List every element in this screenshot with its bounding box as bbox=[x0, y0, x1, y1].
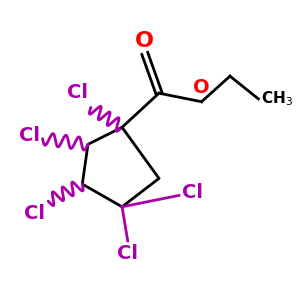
Text: Cl: Cl bbox=[117, 244, 138, 263]
Text: Cl: Cl bbox=[182, 183, 203, 202]
Text: Cl: Cl bbox=[24, 204, 45, 223]
Text: Cl: Cl bbox=[67, 83, 88, 102]
Text: O: O bbox=[135, 31, 154, 51]
Text: CH$_3$: CH$_3$ bbox=[261, 89, 293, 108]
Text: Cl: Cl bbox=[19, 126, 40, 145]
Text: O: O bbox=[193, 79, 210, 98]
